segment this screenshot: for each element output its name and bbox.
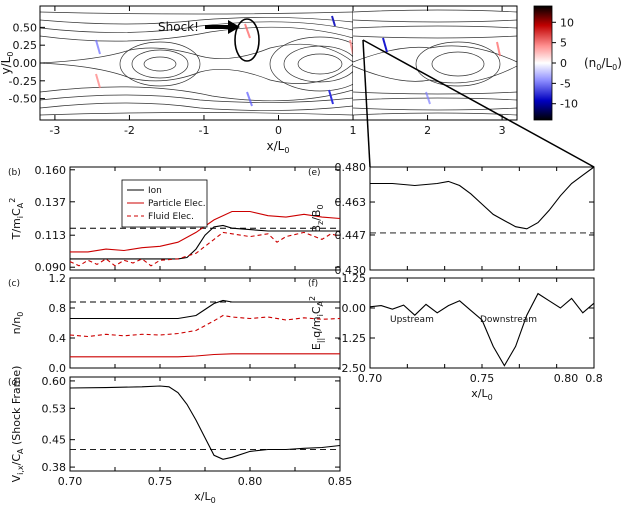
top-ytick-label: -0.25 [9, 75, 37, 88]
series-c-ion [70, 299, 340, 320]
ytick-label-d: 0.60 [42, 375, 67, 388]
series-b-fluid-elec- [69, 231, 341, 267]
series-c-particle-elec- [70, 353, 340, 358]
legend-label-particle: Particle Elec. [148, 199, 206, 209]
xtick-label-d: 0.75 [148, 475, 173, 488]
top-ytick-label: 0.00 [13, 57, 38, 70]
zoom-line-right [362, 39, 595, 168]
top-ytick-label: 0.25 [13, 39, 38, 52]
downstream-label: Downstream [480, 315, 537, 325]
panel-label-e: (e) [308, 168, 321, 178]
shock-ellipse [234, 18, 260, 62]
panel-label-b: (b) [8, 168, 21, 178]
ylabel-d: Vi,x/CA (Shock Frame) [10, 366, 25, 483]
zoom-line-left [362, 39, 371, 168]
shock-arrow-head [228, 20, 240, 34]
xtick-label-f: 0.75 [470, 372, 495, 385]
colorbar-tick-label: 5 [560, 37, 567, 50]
zoom-connectors [362, 39, 595, 168]
series-c-fluid-elec- [69, 314, 341, 338]
top-xtick-label: -1 [198, 124, 209, 137]
top-xtick-label: 1 [350, 124, 357, 137]
ytick-label-b: 0.113 [35, 229, 67, 242]
colorbar: 10 5 0 -5 -10 (n0/L0) [533, 5, 622, 121]
panel-frame-e [369, 166, 595, 271]
xtick-label-d: 0.70 [58, 475, 83, 488]
top-ytick-label: 0.50 [13, 21, 38, 34]
ylabel-e: Bz/B0 [310, 204, 325, 232]
series-b-ion [70, 224, 340, 260]
series-e-bz [370, 166, 595, 230]
upstream-label: Upstream [390, 315, 434, 325]
ytick-label-f: 0.00 [342, 302, 367, 315]
ytick-label-e: 0.480 [335, 161, 367, 174]
colorbar-ticks: 10 5 0 -5 -10 [552, 16, 578, 111]
ytick-label-b: 0.137 [35, 196, 67, 209]
ytick-label-e: 0.430 [335, 264, 367, 277]
colorbar-label: (n0/L0) [584, 56, 622, 72]
shock-annotation: Shock! [158, 18, 260, 62]
top-plot-area [40, 6, 353, 120]
ytick-label-c: 0.0 [49, 362, 67, 375]
top-plot-area-ext [353, 6, 517, 120]
series-d-ion [69, 385, 341, 460]
colorbar-tick-label: 10 [560, 16, 574, 29]
colorbar-tick-label: -10 [560, 98, 578, 111]
top-xtick-label: -2 [124, 124, 135, 137]
xtick-label-f: 0.8 [585, 372, 603, 385]
panel-d: 0.60 0.53 0.45 0.380.70 0.75 0.80 0.85 x/L0 (d)V… [8, 366, 352, 505]
top-xtick-label: 2 [424, 124, 431, 137]
xtick-label-f: 0.80 [554, 372, 579, 385]
colorbar-tick-label: -5 [560, 77, 571, 90]
ytick-label-c: 0.4 [49, 332, 67, 345]
panel-label-d: (d) [8, 378, 21, 388]
top-ylabel: y/L0 [0, 52, 15, 75]
panel-label-c: (c) [8, 279, 20, 289]
ytick-label-f: -2.50 [338, 362, 366, 375]
ytick-label-b: 0.090 [35, 261, 67, 274]
xtick-label-f: 0.70 [358, 372, 383, 385]
xlabel-d: x/L0 [194, 490, 215, 505]
line-panels: 0.160 0.137 0.113 0.090 (b) T/miCA2 1.2 0.8 0.4 0… [8, 161, 603, 505]
panel-f: 1.25 0.00 -1.25 -2.500.70 0.75 0.80 0.8 x/L0 (f)… [308, 272, 603, 402]
xtick-label-d: 0.85 [328, 475, 353, 488]
legend-label-fluid: Fluid Elec. [148, 212, 194, 222]
xtick-label-d: 0.80 [238, 475, 263, 488]
panel-e: 0.480 0.463 0.447 0.430 (e) Bz/B0 [308, 161, 595, 277]
panel-c: 1.2 0.8 0.4 0.0 (c) n/n0 [8, 272, 341, 375]
field-lines [40, 11, 353, 116]
ytick-label-e: 0.463 [335, 196, 367, 209]
ytick-label-f: 1.25 [342, 272, 367, 285]
ytick-label-d: 0.53 [42, 402, 67, 415]
panel-label-f: (f) [308, 279, 318, 289]
ytick-label-f: -1.25 [338, 332, 366, 345]
top-xlabel: x/L0 [267, 139, 290, 155]
ytick-label-d: 0.38 [42, 461, 67, 474]
legend-label-ion: Ion [148, 186, 162, 196]
top-xtick-label: 0 [275, 124, 282, 137]
top-xtick-label: -3 [49, 124, 60, 137]
series-f-e [369, 292, 595, 367]
ytick-label-c: 0.8 [49, 302, 67, 315]
xlabel-f: x/L0 [471, 387, 492, 402]
ytick-label-c: 1.2 [49, 272, 67, 285]
ylabel-b: T/miCA2 [8, 198, 25, 241]
panel-frame-c [69, 277, 341, 369]
ylabel-c: n/n0 [10, 312, 25, 335]
top-xtick-label: 3 [499, 124, 506, 137]
colorbar-gradient [533, 5, 553, 121]
ylabel-f: E||q/miCA2 [308, 296, 325, 350]
ytick-label-b: 0.160 [35, 164, 67, 177]
panel-frame-d [69, 376, 341, 472]
colorbar-tick-label: 0 [560, 57, 567, 70]
ytick-label-d: 0.45 [42, 434, 67, 447]
legend-b: Ion Particle Elec. Fluid Elec. [121, 179, 208, 228]
top-panel [39, 5, 354, 121]
top-ytick-label: -0.50 [9, 93, 37, 106]
ytick-label-e: 0.447 [335, 229, 367, 242]
shock-label: Shock! [158, 20, 199, 34]
